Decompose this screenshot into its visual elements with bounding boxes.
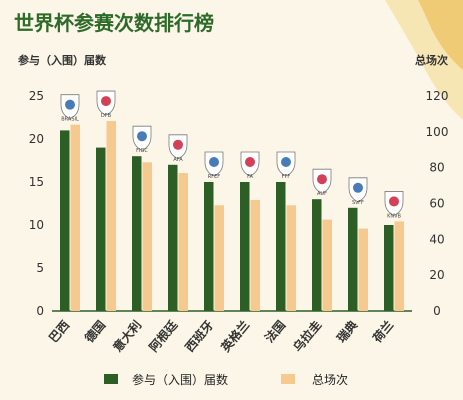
- category-label: 法国: [261, 317, 288, 345]
- right-tick-label: 60: [429, 197, 444, 211]
- team-badge-icon: RFEF: [204, 151, 224, 180]
- category-label: 阿根廷: [146, 317, 181, 355]
- category-label: 德国: [81, 317, 108, 345]
- right-tick-label: 100: [426, 125, 449, 139]
- team-badge-label: RFEF: [208, 174, 221, 180]
- bar-appearances: [204, 182, 214, 311]
- team-badges: BRASIL DFB FIGC AFA RFEF FA FFF AUF SvFF KNVB: [60, 90, 404, 219]
- team-badge-icon: AFA: [168, 134, 188, 163]
- legend-swatch-matches: [281, 374, 295, 384]
- bar-matches: [70, 124, 80, 312]
- right-tick-label: 40: [429, 232, 444, 246]
- right-axis-title: 总场次: [415, 53, 448, 67]
- category-label: 意大利: [110, 317, 145, 354]
- team-badge-icon: FFF: [276, 151, 296, 180]
- bars: [60, 121, 404, 312]
- team-badge-icon: KNVB: [384, 191, 404, 219]
- legend: 参与（入围）届数 总场次: [104, 372, 348, 387]
- bar-appearances: [96, 147, 106, 311]
- category-label: 乌拉圭: [290, 317, 325, 354]
- team-badge-label: BRASIL: [61, 117, 79, 123]
- bar-appearances: [276, 182, 286, 311]
- bar-appearances: [384, 225, 394, 311]
- team-badge-label: FFF: [282, 174, 291, 180]
- category-label: 荷兰: [369, 317, 397, 346]
- team-badge-icon: AUF: [312, 168, 332, 197]
- category-label: 巴西: [46, 318, 72, 345]
- bar-matches: [286, 205, 296, 311]
- bar-matches: [358, 228, 368, 311]
- bar-matches: [322, 219, 332, 311]
- team-badge-icon: SvFF: [348, 177, 368, 206]
- team-badge-icon: FA: [240, 151, 260, 180]
- bar-matches: [250, 199, 260, 311]
- team-badge-label: FIGC: [136, 148, 148, 154]
- team-badge-icon: BRASIL: [60, 94, 80, 123]
- bar-matches: [142, 162, 152, 311]
- team-badge-label: DFB: [101, 113, 112, 119]
- right-tick-label: 80: [429, 161, 444, 175]
- right-axis: 0 20 40 60 80 100 120: [426, 89, 449, 318]
- bar-matches: [106, 121, 116, 311]
- left-tick-label: 25: [29, 89, 44, 103]
- right-tick-label: 0: [433, 304, 441, 318]
- team-badge-label: SvFF: [352, 200, 364, 206]
- left-tick-label: 15: [29, 175, 44, 189]
- bar-appearances: [60, 130, 70, 311]
- right-tick-label: 120: [426, 89, 449, 103]
- bar-appearances: [348, 207, 358, 311]
- team-badge-label: KNVB: [387, 213, 401, 219]
- team-badge-icon: FIGC: [132, 125, 152, 154]
- team-badge-label: AFA: [173, 157, 183, 163]
- bar-appearances: [132, 156, 142, 311]
- left-tick-label: 5: [36, 261, 44, 275]
- bar-appearances: [312, 199, 322, 311]
- bar-matches: [214, 205, 224, 311]
- legend-label-matches: 总场次: [312, 373, 348, 387]
- bar-appearances: [168, 164, 178, 311]
- team-badge-label: FA: [247, 174, 253, 180]
- category-labels: 巴西 德国 意大利 阿根廷 西班牙 英格兰 法国 乌拉圭 瑞典 荷兰: [46, 317, 396, 355]
- left-tick-label: 0: [36, 304, 44, 318]
- chart-title: 世界杯参赛次数排行榜: [14, 11, 214, 35]
- decor-trophy: [385, 0, 463, 120]
- category-label: 英格兰: [218, 317, 253, 354]
- left-tick-label: 20: [29, 132, 44, 146]
- bar-matches: [178, 173, 188, 311]
- category-label: 西班牙: [182, 317, 217, 354]
- team-badge-icon: DFB: [96, 90, 116, 119]
- left-tick-label: 10: [29, 218, 44, 232]
- left-axis-title: 参与（入围）届数: [18, 53, 107, 67]
- right-tick-label: 20: [429, 268, 444, 282]
- legend-label-appearances: 参与（入围）届数: [132, 372, 228, 387]
- category-label: 瑞典: [333, 317, 360, 345]
- legend-swatch-appearances: [104, 374, 118, 384]
- left-axis: 0 5 10 15 20 25: [29, 89, 44, 318]
- team-badge-label: AUF: [317, 191, 327, 197]
- bar-matches: [394, 221, 404, 311]
- bar-appearances: [240, 182, 250, 311]
